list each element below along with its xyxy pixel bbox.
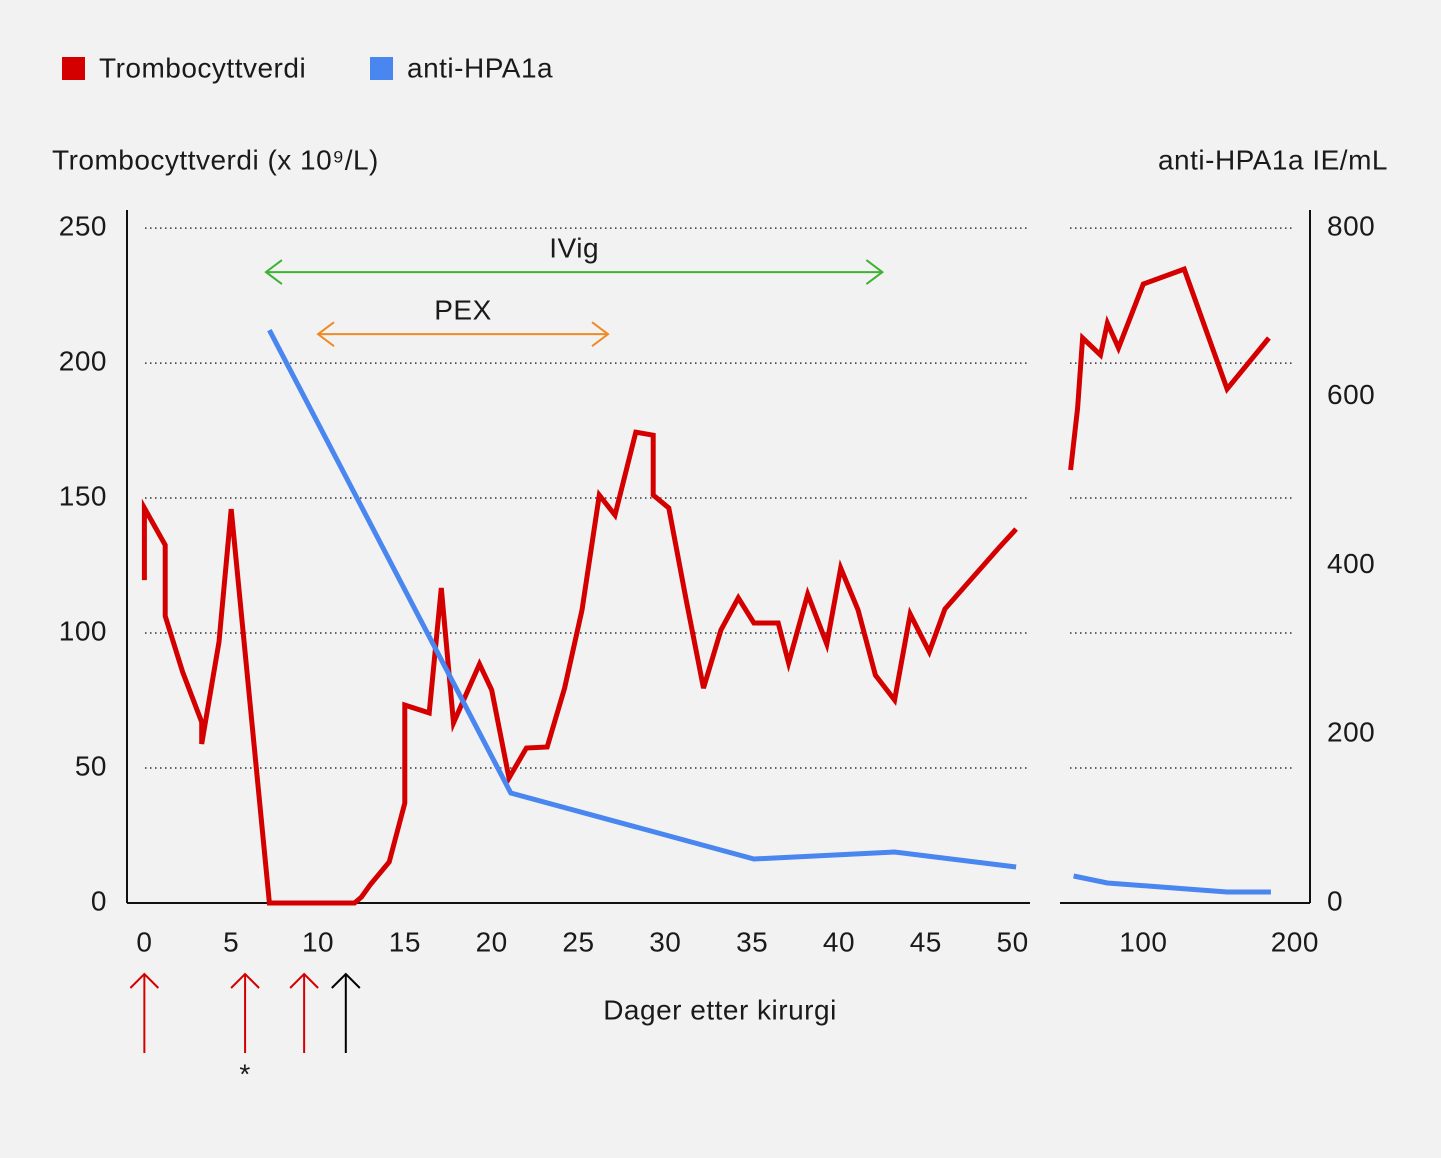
x-tick-label: 25 <box>562 926 594 957</box>
x-tick-label: 30 <box>649 926 681 957</box>
x-tick-label: 15 <box>389 926 421 957</box>
x-tick-label: 45 <box>910 926 942 957</box>
arrow-head <box>129 972 160 989</box>
y-tick-label: 250 <box>59 210 107 241</box>
x-tick-label: 50 <box>997 926 1029 957</box>
x-tick-label: 10 <box>302 926 334 957</box>
x-tick-label: 0 <box>136 926 152 957</box>
y-tick-label: 50 <box>75 750 107 781</box>
arrow-head <box>289 972 319 989</box>
series-line <box>267 328 1017 870</box>
x-tick-label: 200 <box>1271 926 1319 957</box>
annotation-label: PEX <box>434 295 492 326</box>
arrow-head <box>591 321 610 347</box>
x-tick-label: 35 <box>736 926 768 957</box>
series-line <box>1073 873 1271 895</box>
arrow-head <box>331 972 361 989</box>
y2-tick-label: 600 <box>1327 379 1375 410</box>
arrow-head <box>230 972 260 989</box>
y-tick-label: 0 <box>91 885 107 916</box>
arrow-head <box>316 321 335 347</box>
x-tick-label: 100 <box>1119 926 1167 957</box>
y2-tick-label: 200 <box>1327 717 1375 748</box>
legend-swatch <box>62 57 85 80</box>
legend-label: anti-HPA1a <box>407 52 553 83</box>
y-axis-title: Trombocyttverdi (x 10⁹/L) <box>52 144 379 175</box>
y2-axis-title: anti-HPA1a IE/mL <box>1158 144 1388 175</box>
arrow-head <box>865 259 885 285</box>
y2-tick-label: 0 <box>1327 885 1343 916</box>
y-tick-label: 150 <box>59 480 107 511</box>
x-tick-label: 20 <box>476 926 508 957</box>
annotation-label: IVig <box>549 232 599 263</box>
x-tick-label: 40 <box>823 926 855 957</box>
series-line <box>141 429 1018 906</box>
y2-tick-label: 400 <box>1327 548 1375 579</box>
x-tick-label: 5 <box>223 926 239 957</box>
x-axis-title: Dager etter kirurgi <box>603 994 837 1025</box>
y-tick-label: 200 <box>59 345 107 376</box>
y-tick-label: 100 <box>59 615 107 646</box>
legend-swatch <box>370 57 393 80</box>
y2-tick-label: 800 <box>1327 210 1375 241</box>
arrow-head <box>264 259 283 285</box>
legend-label: Trombocyttverdi <box>99 52 306 83</box>
event-label: * <box>239 1058 250 1089</box>
series-line <box>1068 265 1271 471</box>
